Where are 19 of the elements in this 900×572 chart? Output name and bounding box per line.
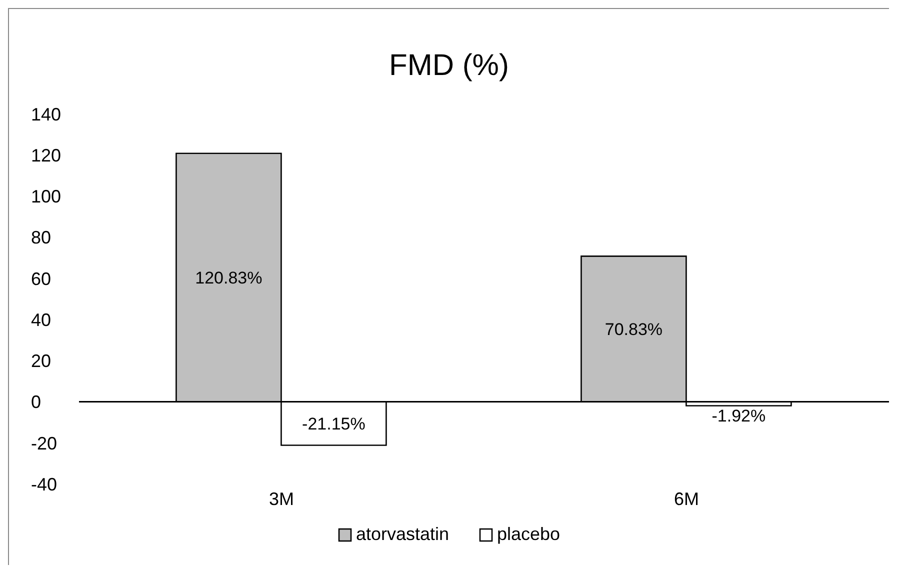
y-tick-label: 40 — [31, 310, 52, 330]
y-tick-label: 0 — [31, 392, 42, 412]
x-tick-label: 3M — [268, 488, 294, 509]
data-label: -21.15% — [302, 414, 366, 434]
x-tick-label: 6M — [674, 488, 700, 509]
y-tick-label: 100 — [31, 186, 62, 207]
data-label: -1.92% — [712, 406, 766, 426]
legend-label: placebo — [497, 524, 560, 545]
y-tick-label: 60 — [31, 268, 52, 289]
data-label: 70.83% — [604, 320, 663, 339]
legend-label: atorvastatin — [356, 524, 449, 545]
y-tick-label: 140 — [31, 104, 62, 124]
chart-title: FMD (%) — [388, 49, 510, 83]
y-tick-label: 120 — [31, 146, 62, 166]
y-tick-label: -40 — [31, 474, 58, 494]
data-label: 120.83% — [195, 268, 262, 288]
y-tick-label: -20 — [31, 433, 58, 454]
y-tick-label: 20 — [31, 351, 52, 372]
y-tick-label: 80 — [31, 228, 52, 248]
